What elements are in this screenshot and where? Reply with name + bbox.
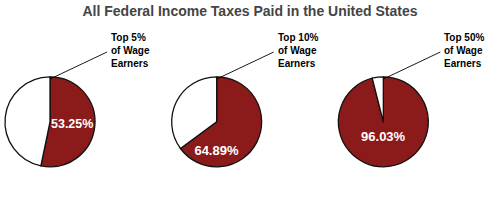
svg-text:All Federal Income Taxes Paid: All Federal Income Taxes Paid in the Uni… bbox=[82, 3, 417, 19]
svg-text:Top 10%of WageEarners: Top 10%of WageEarners bbox=[278, 32, 318, 69]
svg-text:53.25%: 53.25% bbox=[51, 117, 93, 131]
svg-text:64.89%: 64.89% bbox=[194, 143, 239, 158]
svg-text:96.03%: 96.03% bbox=[361, 129, 406, 144]
svg-text:Top 50%of WageEarners: Top 50%of WageEarners bbox=[444, 32, 484, 69]
svg-text:Top 5%of WageEarners: Top 5%of WageEarners bbox=[111, 32, 150, 69]
